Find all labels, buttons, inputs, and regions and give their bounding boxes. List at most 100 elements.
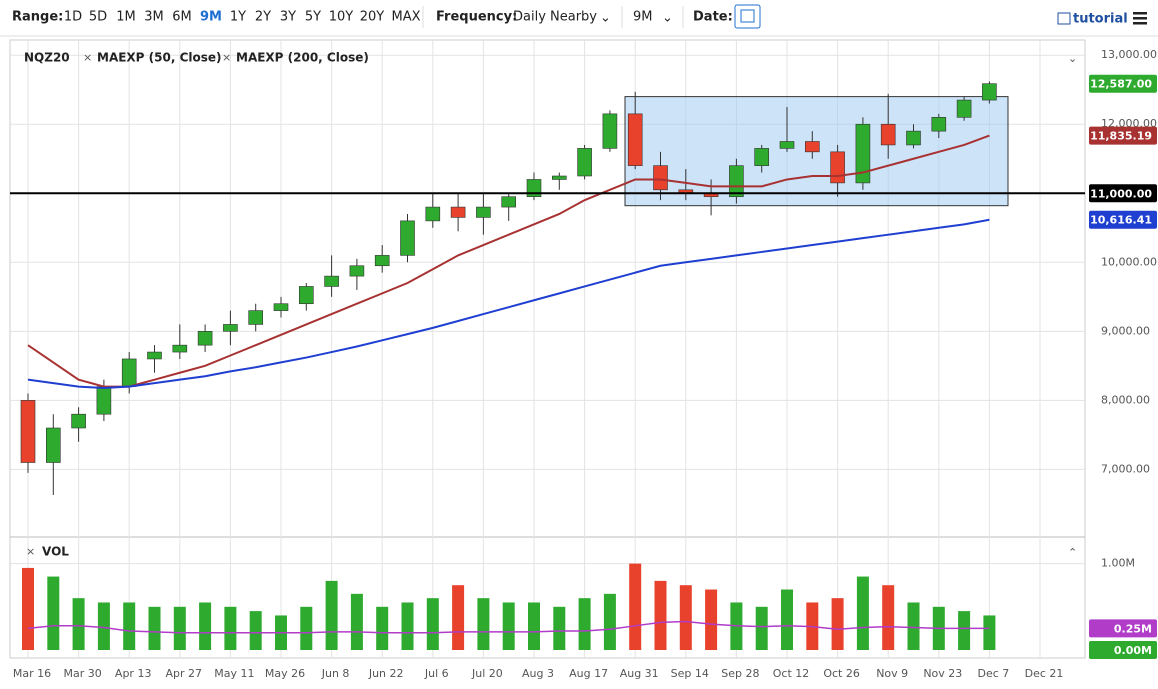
y-tick-label: 1.00M	[1101, 557, 1135, 570]
volume-bar	[325, 580, 338, 650]
price-badge-label: 0.00M	[1114, 644, 1152, 657]
candle-body	[96, 386, 112, 415]
volume-bar	[629, 563, 642, 650]
y-tick-label: 7,000.00	[1101, 462, 1150, 475]
volume-bar	[705, 589, 718, 650]
candle-body	[298, 286, 314, 305]
price-badge	[1089, 184, 1157, 203]
menu-icon[interactable]	[1133, 12, 1147, 15]
moving-average-line	[27, 218, 990, 389]
volume-bar	[199, 602, 212, 650]
x-tick-label: May 11	[214, 667, 254, 680]
price-badge	[1089, 641, 1157, 659]
range-button[interactable]: 10Y	[329, 10, 354, 25]
candle-body	[627, 113, 643, 166]
range-label: Range:	[12, 10, 63, 25]
volume-bar	[983, 615, 996, 650]
candle-body	[577, 148, 592, 177]
symbol-label: NQZ20	[24, 51, 70, 65]
legend-entry: MAEXP (50, Close)	[97, 51, 222, 65]
range-button[interactable]: 2Y	[255, 10, 271, 25]
range-button[interactable]: 3M	[144, 10, 164, 25]
x-tick-label: Jul 6	[424, 667, 449, 680]
range-button[interactable]: 1Y	[230, 10, 246, 25]
menu-icon[interactable]	[1133, 17, 1147, 20]
volume-bar	[97, 602, 110, 650]
date-label: Date:	[693, 10, 733, 25]
moving-average-line	[27, 134, 990, 388]
candle-body	[754, 148, 770, 166]
volume-bar	[831, 598, 844, 650]
y-tick-label: 9,000.00	[1101, 324, 1150, 337]
volume-bar	[603, 593, 616, 650]
remove-icon[interactable]: ×	[26, 545, 35, 558]
candle-body	[880, 123, 896, 146]
candle-body	[172, 344, 188, 353]
x-tick-label: Aug 17	[569, 667, 608, 680]
candle-body	[729, 165, 744, 198]
chart-frame	[9, 39, 1086, 659]
volume-bar	[528, 602, 540, 650]
x-tick-label: Nov 9	[876, 667, 908, 680]
range-button[interactable]: 9M	[200, 10, 222, 25]
period-select[interactable]: 9M	[633, 10, 653, 25]
frequency-label: Frequency:	[436, 10, 517, 25]
volume-bar	[350, 593, 363, 650]
range-button[interactable]: 1D	[64, 10, 82, 25]
price-badge	[1089, 74, 1157, 93]
volume-bar	[300, 606, 313, 650]
range-button[interactable]: 6M	[172, 10, 192, 25]
x-tick-label: Mar 16	[13, 667, 51, 680]
volume-bar	[755, 606, 768, 650]
candle-body	[20, 400, 36, 463]
price-badge	[1089, 126, 1157, 145]
x-tick-label: Jun 22	[368, 667, 404, 680]
x-tick-label: Nov 23	[923, 667, 962, 680]
range-button[interactable]: 1M	[116, 10, 136, 25]
candle-body	[551, 175, 567, 180]
collapse-icon[interactable]: ⌄	[1068, 52, 1077, 65]
dropdown-icon: ⌄	[662, 11, 673, 26]
candle-body	[804, 141, 820, 153]
range-button[interactable]: 5Y	[305, 10, 321, 25]
candle-body	[982, 83, 997, 101]
frequency-select[interactable]: Daily Nearby	[513, 10, 597, 25]
candle-body	[779, 141, 795, 149]
candle-body	[121, 358, 137, 387]
y-tick-label: 10,000.00	[1101, 255, 1157, 268]
volume-bar	[47, 576, 60, 650]
volume-bar	[502, 602, 515, 650]
x-tick-label: Jun 8	[321, 667, 350, 680]
range-button[interactable]: MAX	[391, 10, 420, 25]
price-badge-label: 12,587.00	[1090, 78, 1152, 91]
range-button[interactable]: 5D	[89, 10, 107, 25]
remove-icon[interactable]: ×	[222, 51, 231, 64]
price-badge	[1089, 210, 1157, 229]
volume-bar	[123, 602, 136, 650]
candle-body	[855, 123, 871, 184]
candle-body	[248, 310, 263, 325]
candle-body	[273, 303, 289, 311]
date-button[interactable]	[734, 4, 761, 29]
remove-icon[interactable]: ×	[83, 51, 92, 64]
y-tick-label: 13,000.00	[1101, 48, 1157, 61]
volume-bar	[907, 602, 920, 650]
range-button[interactable]: 20Y	[360, 10, 385, 25]
volume-bar	[477, 598, 490, 650]
tutorial-link[interactable]: tutorial	[1073, 12, 1128, 27]
candle-body	[324, 275, 339, 287]
volume-bar	[173, 606, 186, 650]
range-button[interactable]: 3Y	[280, 10, 296, 25]
candle-body	[374, 255, 390, 267]
candle-body	[45, 427, 61, 463]
volume-bar	[148, 606, 161, 650]
menu-icon[interactable]	[1133, 22, 1147, 25]
legend-entry: MAEXP (200, Close)	[236, 51, 369, 65]
candle-body	[956, 99, 972, 118]
volume-bar	[376, 606, 389, 650]
volume-ma-line	[27, 620, 990, 634]
candle-body	[653, 165, 668, 191]
volume-bar	[679, 585, 692, 650]
collapse-icon[interactable]: ⌃	[1068, 546, 1077, 559]
